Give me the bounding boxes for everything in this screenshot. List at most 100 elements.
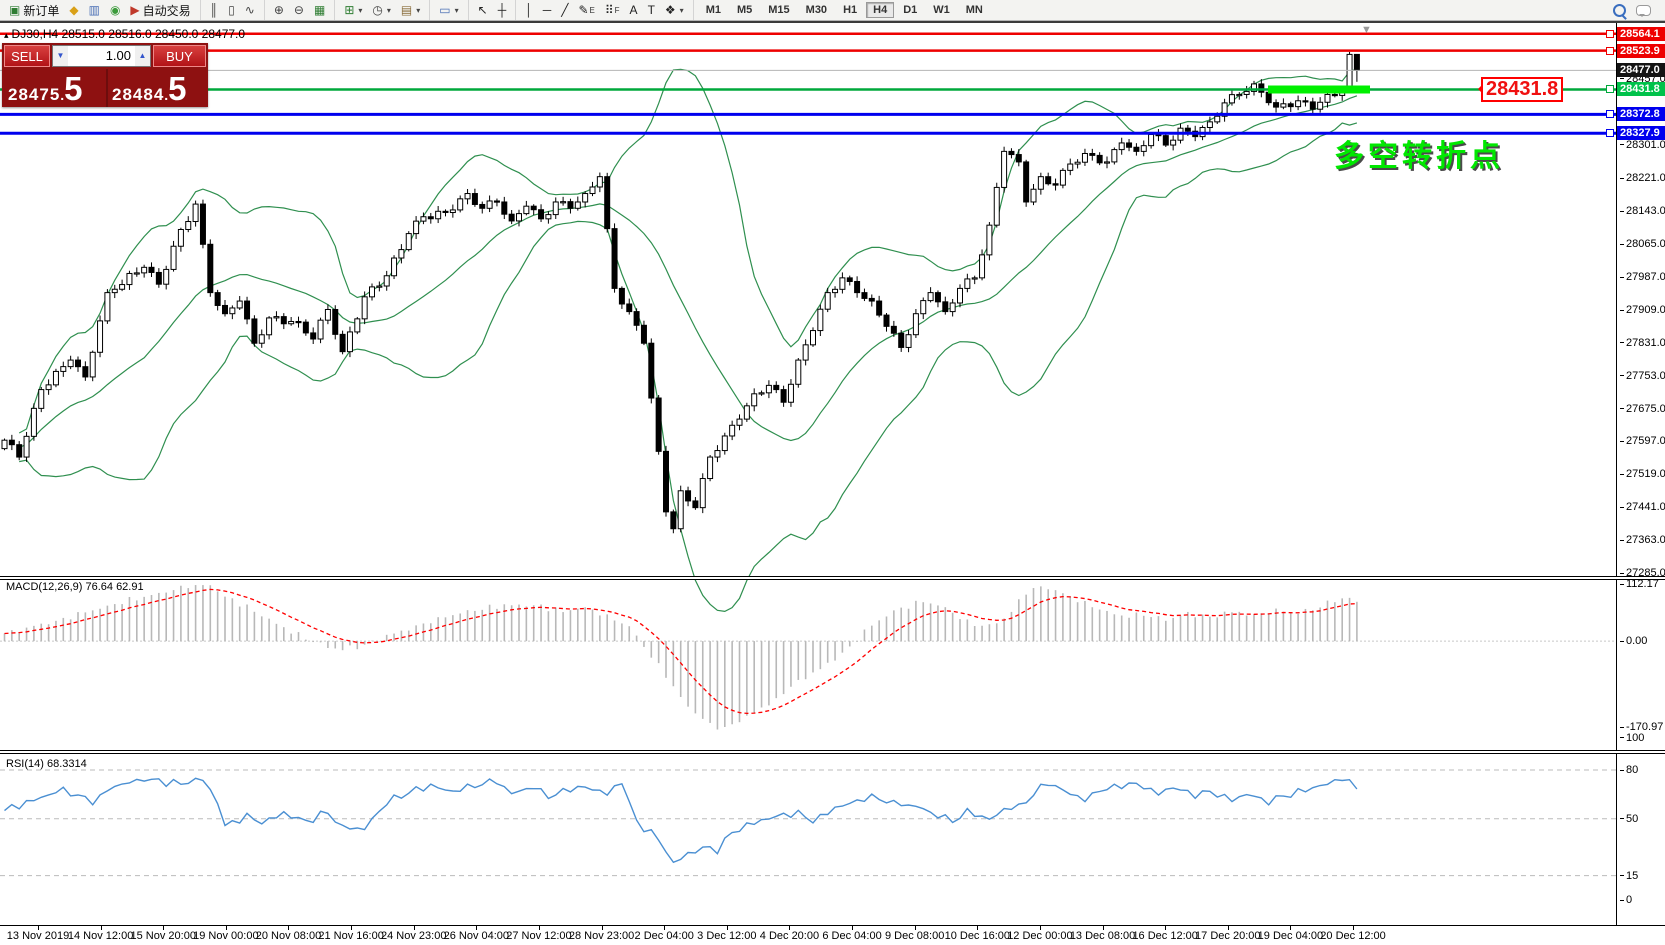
timeframe-h1[interactable]: H1 xyxy=(843,4,858,16)
candle-body xyxy=(207,243,214,294)
signals-button[interactable]: ◉ xyxy=(105,2,125,18)
tile-windows-button[interactable]: ▦ xyxy=(309,2,330,18)
zoom-out-button[interactable]: ⊖ xyxy=(289,2,309,18)
bar-chart-button[interactable]: ║ xyxy=(205,2,224,18)
text-button[interactable]: A xyxy=(625,2,643,18)
candle-body xyxy=(1280,103,1287,108)
time-axis-label: 20 Dec 12:00 xyxy=(1320,930,1386,942)
time-axis-label: 24 Nov 23:00 xyxy=(381,930,447,942)
macd-rsi-separator[interactable] xyxy=(0,750,1665,754)
sell-button[interactable]: SELL xyxy=(4,45,50,67)
candle-body xyxy=(258,334,265,344)
chart-profile-button[interactable]: ▭ ▾ xyxy=(434,2,463,18)
candle-body xyxy=(1295,100,1302,108)
search-icon[interactable] xyxy=(1613,3,1626,17)
text-label-button[interactable]: T xyxy=(643,2,660,18)
line-anchor-handle[interactable] xyxy=(1606,110,1614,119)
text-icon: A xyxy=(629,3,638,17)
candle-body xyxy=(927,292,934,302)
candle-body xyxy=(38,389,45,409)
timeframe-d1[interactable]: D1 xyxy=(903,4,918,16)
candlestick-chart-icon: ▯ xyxy=(228,3,235,17)
candle-body xyxy=(979,254,986,279)
candle-body xyxy=(787,383,794,403)
candle-body xyxy=(222,304,228,315)
candlestick-chart-button[interactable]: ▯ xyxy=(223,2,240,18)
price-badge: 28327.9 xyxy=(1617,126,1665,141)
timeframe-mn[interactable]: MN xyxy=(965,4,983,16)
volume-value[interactable]: 1.00 xyxy=(105,48,131,63)
timeframe-toolbar: M1 M5 M15 M30 H1 H4 D1 W1 MN xyxy=(694,0,995,20)
chat-icon[interactable] xyxy=(1636,4,1651,17)
candle-body xyxy=(155,271,162,285)
channel-button[interactable]: ✎ E xyxy=(573,2,599,18)
horizontal-line-button[interactable]: ─ xyxy=(538,2,557,18)
arrows-button[interactable]: ❖ ▾ xyxy=(660,2,689,18)
crosshair-button[interactable]: ┼ xyxy=(493,2,512,18)
time-axis-tick xyxy=(476,926,478,930)
timeframe-m5[interactable]: M5 xyxy=(736,4,753,16)
templates-button[interactable]: ▤ ▾ xyxy=(396,2,425,18)
chart-title: ▴ DJ30,H4 28515.0 28516.0 28450.0 28477.0 xyxy=(4,27,246,41)
time-axis-tick xyxy=(1165,926,1167,930)
candle-body xyxy=(633,311,640,326)
volume-stepper[interactable]: ▼ 1.00 ▲ xyxy=(52,45,151,67)
chart-shift-marker-icon: ▼ xyxy=(1361,24,1372,36)
timeframe-m15[interactable]: M15 xyxy=(768,4,790,16)
indicators-button[interactable]: ⊞ ▾ xyxy=(339,2,367,18)
candle-body xyxy=(413,220,420,235)
fibonacci-button[interactable]: ⠿ F xyxy=(600,2,625,18)
candle-body xyxy=(516,213,522,222)
line-anchor-handle[interactable] xyxy=(1606,29,1614,38)
candle-body xyxy=(905,334,912,348)
chart-window[interactable]: ▴ DJ30,H4 28515.0 28516.0 28450.0 28477.0… xyxy=(0,21,1665,945)
timeframe-w1[interactable]: W1 xyxy=(933,4,950,16)
mql-editor-button[interactable]: ◆ xyxy=(64,2,83,18)
timeframe-m1[interactable]: M1 xyxy=(705,4,721,16)
signals-icon: ◉ xyxy=(109,3,121,17)
candle-body xyxy=(361,296,368,320)
candle-body xyxy=(574,201,581,209)
line-chart-button[interactable]: ∿ xyxy=(240,2,260,18)
autotrading-button[interactable]: ▶ 自动交易 xyxy=(125,0,195,21)
timeframe-m30[interactable]: M30 xyxy=(805,4,828,16)
terminal-icon: ▥ xyxy=(88,3,100,17)
buy-button[interactable]: BUY xyxy=(153,45,206,67)
candle-body xyxy=(846,277,853,282)
candle-body xyxy=(1023,161,1030,203)
volume-increase-button[interactable]: ▲ xyxy=(135,46,150,66)
candle-body xyxy=(346,331,353,353)
candle-body xyxy=(663,450,669,513)
candle-body xyxy=(8,439,15,446)
candle-body xyxy=(1015,154,1022,163)
line-anchor-handle[interactable] xyxy=(1606,129,1614,138)
terminal-button[interactable]: ▥ xyxy=(84,2,105,18)
rsi-line xyxy=(4,777,1358,864)
candle-body xyxy=(736,418,743,426)
zoom-in-icon: ⊕ xyxy=(273,3,284,17)
line-anchor-handle[interactable] xyxy=(1606,46,1614,55)
volume-decrease-button[interactable]: ▼ xyxy=(53,46,68,66)
bollinger-band-line xyxy=(18,95,1358,448)
vertical-line-button[interactable]: │ xyxy=(520,2,538,18)
candle-body xyxy=(324,308,331,321)
time-axis-tick xyxy=(1227,926,1229,930)
candle-body xyxy=(971,277,978,280)
candle-body xyxy=(839,277,846,290)
candle-body xyxy=(1030,188,1037,203)
candle-body xyxy=(1001,150,1008,188)
line-anchor-handle[interactable] xyxy=(1606,85,1614,94)
cursor-button[interactable]: ↖ xyxy=(473,2,493,18)
main-macd-separator[interactable] xyxy=(0,576,1665,580)
periods-button[interactable]: ◷ ▾ xyxy=(367,2,396,18)
new-order-button[interactable]: ▣ 新订单 xyxy=(4,0,64,21)
candle-body xyxy=(1206,121,1213,128)
chart-profile-icon: ▭ xyxy=(439,3,451,17)
timeframe-h4[interactable]: H4 xyxy=(866,2,895,18)
price-axis-tick: 27441.0 xyxy=(1620,501,1665,513)
price-badge: 28477.0 xyxy=(1617,63,1665,78)
zoom-in-button[interactable]: ⊕ xyxy=(269,2,289,18)
chart-surface[interactable] xyxy=(0,23,1665,944)
candle-body xyxy=(1317,101,1324,110)
trendline-button[interactable]: ╱ xyxy=(556,2,573,18)
